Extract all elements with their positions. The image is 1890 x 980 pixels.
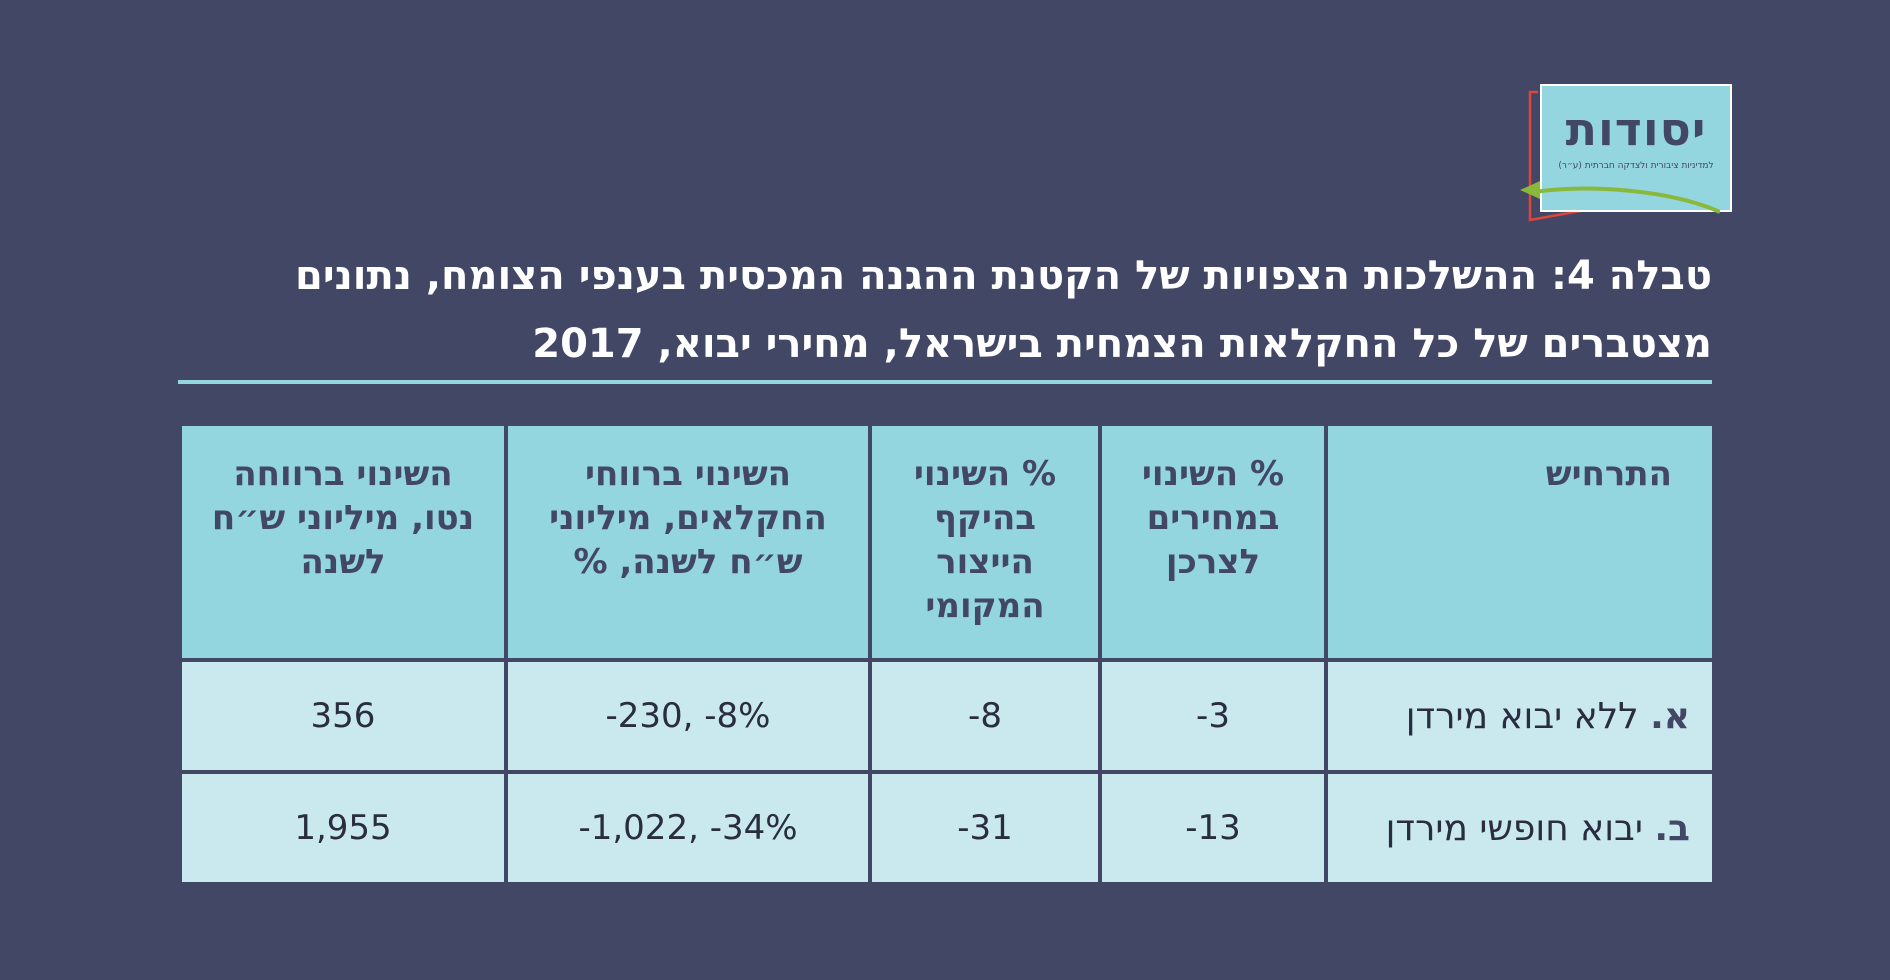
price-change-cell: -3 (1098, 658, 1328, 774)
price-change-value: -3 (1196, 696, 1230, 736)
table-row: ב. יבוא חופשי מירדן -13 -31 -1,022, -34%… (178, 770, 1716, 886)
title-divider (178, 380, 1712, 384)
net-welfare-change-cell: 1,955 (178, 770, 508, 886)
price-change-value: -13 (1185, 808, 1241, 848)
table-header-row: התרחיש % השינוי במחירים לצרכן % השינוי ב… (178, 422, 1716, 662)
scenario-cell: א. ללא יבוא מירדן (1324, 658, 1716, 774)
table-title: טבלה 4: ההשלכות הצפויות של הקטנת ההגנה ה… (178, 242, 1712, 378)
logo-name: יסודות (1565, 102, 1707, 156)
scenario-cell: ב. יבוא חופשי מירדן (1324, 770, 1716, 886)
farmer-profit-change-cell: -230, -8% (504, 658, 872, 774)
production-change-value: -31 (957, 808, 1013, 848)
header-production-change: % השינוי בהיקף הייצור המקומי (868, 422, 1102, 662)
scenario-name: יבוא חופשי מירדן (1385, 807, 1643, 849)
price-change-cell: -13 (1098, 770, 1328, 886)
table-title-line-1: טבלה 4: ההשלכות הצפויות של הקטנת ההגנה ה… (294, 253, 1712, 299)
farmer-profit-change-value: -1,022, -34% (578, 808, 798, 848)
logo-arrow-icon (1520, 181, 1720, 214)
net-welfare-change-cell: 356 (178, 658, 508, 774)
scenario-name: ללא יבוא מירדן (1405, 695, 1639, 737)
table-title-line-2: מצטברים של כל החקלאות הצמחית בישראל, מחי… (532, 321, 1712, 367)
farmer-profit-change-cell: -1,022, -34% (504, 770, 872, 886)
net-welfare-change-value: 356 (310, 696, 376, 736)
table-row: א. ללא יבוא מירדן -3 -8 -230, -8% 356 (178, 658, 1716, 774)
header-farmer-profit-change: השינוי ברווחי החקלאים, מיליוני ש״ח לשנה,… (504, 422, 872, 662)
logo-tagline: למדיניות ציבורית ולצדקה חברתית (ע״ר) (1558, 161, 1714, 171)
net-welfare-change-value: 1,955 (294, 808, 392, 848)
scenario-letter: ב. (1654, 807, 1690, 849)
header-net-welfare-change: השינוי ברווחה נטו, מיליוני ש״ח לשנה (178, 422, 508, 662)
header-scenario: התרחיש (1324, 422, 1716, 662)
organization-logo: יסודות למדיניות ציבורית ולצדקה חברתית (ע… (1520, 80, 1732, 225)
farmer-profit-change-value: -230, -8% (605, 696, 771, 736)
production-change-cell: -31 (868, 770, 1102, 886)
scenario-letter: א. (1650, 695, 1690, 737)
production-change-value: -8 (968, 696, 1002, 736)
header-price-change: % השינוי במחירים לצרכן (1098, 422, 1328, 662)
production-change-cell: -8 (868, 658, 1102, 774)
scenarios-table: התרחיש % השינוי במחירים לצרכן % השינוי ב… (178, 422, 1716, 886)
